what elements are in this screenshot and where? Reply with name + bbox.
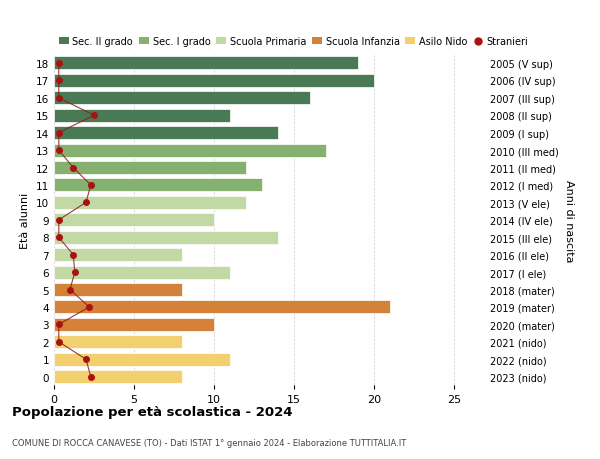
Point — [54, 321, 64, 328]
Bar — [54, 179, 262, 192]
Bar — [54, 92, 310, 105]
Point — [68, 252, 78, 259]
Bar — [54, 231, 278, 244]
Bar — [54, 370, 182, 383]
Bar — [54, 109, 230, 123]
Bar — [54, 57, 358, 70]
Point — [54, 130, 64, 137]
Point — [86, 373, 95, 381]
Y-axis label: Età alunni: Età alunni — [20, 192, 31, 248]
Text: Popolazione per età scolastica - 2024: Popolazione per età scolastica - 2024 — [12, 405, 293, 419]
Point — [54, 217, 64, 224]
Point — [85, 303, 94, 311]
Point — [54, 78, 64, 85]
Point — [81, 199, 91, 207]
Point — [86, 182, 95, 189]
Point — [81, 356, 91, 363]
Point — [68, 164, 78, 172]
Y-axis label: Anni di nascita: Anni di nascita — [565, 179, 574, 262]
Bar — [54, 336, 182, 348]
Point — [70, 269, 80, 276]
Bar — [54, 144, 326, 157]
Bar — [54, 283, 182, 297]
Point — [54, 147, 64, 154]
Legend: Sec. II grado, Sec. I grado, Scuola Primaria, Scuola Infanzia, Asilo Nido, Stran: Sec. II grado, Sec. I grado, Scuola Prim… — [59, 37, 529, 47]
Bar — [54, 162, 246, 175]
Point — [54, 234, 64, 241]
Bar — [54, 249, 182, 262]
Bar — [54, 127, 278, 140]
Bar — [54, 75, 374, 88]
Point — [54, 60, 64, 67]
Point — [54, 338, 64, 346]
Bar — [54, 196, 246, 209]
Point — [65, 286, 75, 294]
Bar — [54, 301, 390, 314]
Text: COMUNE DI ROCCA CANAVESE (TO) - Dati ISTAT 1° gennaio 2024 - Elaborazione TUTTIT: COMUNE DI ROCCA CANAVESE (TO) - Dati IST… — [12, 438, 406, 447]
Bar — [54, 214, 214, 227]
Bar — [54, 318, 214, 331]
Bar — [54, 353, 230, 366]
Bar — [54, 266, 230, 279]
Point — [89, 112, 99, 120]
Point — [54, 95, 64, 102]
